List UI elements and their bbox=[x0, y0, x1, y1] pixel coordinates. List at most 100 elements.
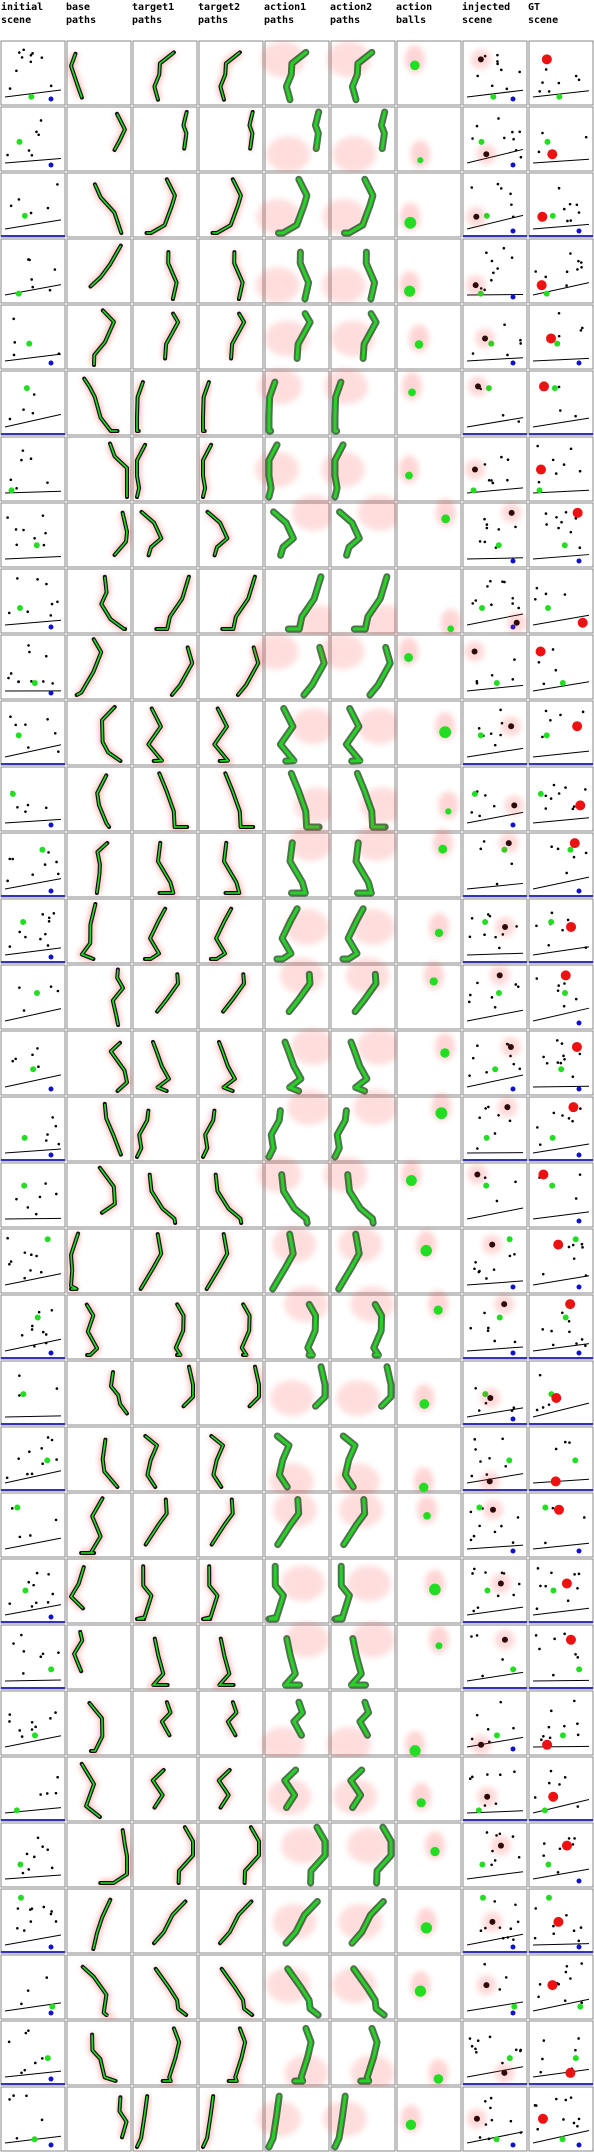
action-ball-heat bbox=[428, 1290, 449, 1319]
path-green bbox=[73, 1631, 84, 1672]
scene-action-ball bbox=[547, 149, 558, 160]
grid-cell-r19-c4 bbox=[198, 1228, 264, 1294]
scene-obstacle bbox=[44, 932, 47, 936]
grid-cell-r5-c3 bbox=[132, 304, 198, 370]
scene-green-ball bbox=[536, 487, 543, 494]
column-headers: initial scene base paths target1 paths t… bbox=[0, 0, 594, 40]
scene-obstacle bbox=[492, 804, 496, 808]
scene-green-ball bbox=[31, 1732, 38, 1739]
path-green bbox=[136, 2095, 148, 2148]
scene-obstacle bbox=[50, 1438, 54, 1442]
grid-cell-r18-c8 bbox=[462, 1162, 528, 1228]
scene-green-ball bbox=[20, 1391, 27, 1398]
scene-green-ball bbox=[493, 680, 500, 687]
scene-obstacle bbox=[481, 1674, 484, 1678]
scene-obstacle bbox=[555, 516, 558, 519]
scene-obstacle bbox=[568, 1441, 571, 1444]
action-red-heat bbox=[354, 825, 399, 862]
cell-frame bbox=[132, 2020, 198, 2086]
grid-cell-r11-c7 bbox=[396, 700, 462, 766]
grid-cell-r4-c8 bbox=[462, 238, 528, 304]
cell-frame bbox=[0, 370, 66, 436]
scene-obstacle bbox=[551, 648, 555, 651]
grid-cell-r29-c7 bbox=[396, 1888, 462, 1954]
scene-obstacle bbox=[544, 68, 548, 71]
grid-cell-r11-c9 bbox=[528, 700, 594, 766]
scene-obstacle bbox=[497, 1114, 500, 1117]
grid-cell-r30-c2 bbox=[66, 1954, 132, 2020]
scene-obstacle bbox=[567, 1117, 571, 1120]
scene-obstacle bbox=[495, 882, 499, 886]
grid-cell-r3-c2 bbox=[66, 172, 132, 238]
scene-obstacle bbox=[29, 457, 33, 460]
path-green bbox=[148, 1174, 176, 1224]
grid-cell-r20-c3 bbox=[132, 1294, 198, 1360]
scene-obstacle bbox=[468, 1074, 471, 1077]
scene-line bbox=[4, 619, 62, 626]
scene-obstacle bbox=[35, 130, 38, 134]
scene-obstacle bbox=[541, 1406, 545, 1409]
grid-cell-r22-c1 bbox=[0, 1426, 66, 1492]
scene-blue-ball bbox=[48, 822, 54, 828]
grid-cell-r12-c5 bbox=[264, 766, 339, 832]
scene-obstacle bbox=[564, 786, 567, 789]
action-ball bbox=[405, 2119, 417, 2131]
action-green-path bbox=[344, 707, 363, 763]
scene-obstacle bbox=[49, 614, 53, 617]
scene-obstacle bbox=[7, 2040, 11, 2044]
grid-cell-r17-c6 bbox=[330, 1089, 398, 1162]
scene-obstacle bbox=[538, 1647, 541, 1651]
scene-obstacle bbox=[42, 680, 45, 683]
scene-obstacle bbox=[537, 480, 541, 484]
action-green-path bbox=[352, 1967, 386, 2017]
grid-cell-r22-c4 bbox=[198, 1426, 264, 1492]
grid-cell-r32-c8 bbox=[462, 2086, 528, 2152]
scene-obstacle bbox=[499, 708, 502, 712]
scene-obstacle bbox=[47, 851, 50, 854]
scene-green-ball bbox=[577, 2003, 584, 2010]
scene-obstacle bbox=[42, 1905, 46, 1909]
scene-obstacle bbox=[26, 1472, 29, 1476]
action-green-path bbox=[275, 1434, 291, 1489]
scene-obstacle bbox=[31, 411, 35, 415]
grid-cell-r31-c6 bbox=[330, 2020, 396, 2091]
path-green bbox=[182, 1366, 194, 1407]
scene-obstacle bbox=[485, 523, 489, 526]
action-green-path bbox=[267, 1109, 282, 1159]
scene-obstacle bbox=[21, 449, 25, 452]
scene-obstacle bbox=[22, 528, 25, 532]
scene-red-heat bbox=[466, 2108, 487, 2129]
grid-cell-r14-c7 bbox=[396, 898, 462, 964]
scene-obstacle bbox=[514, 1903, 517, 1907]
scene-obstacle bbox=[535, 1607, 539, 1611]
scene-line bbox=[466, 89, 524, 98]
scene-line bbox=[4, 284, 62, 296]
scene-line bbox=[532, 1943, 590, 1946]
scene-line bbox=[532, 1478, 590, 1484]
scene-red-heat bbox=[466, 206, 487, 227]
scene-obstacle bbox=[558, 1783, 561, 1786]
scene-obstacle bbox=[27, 1580, 31, 1584]
grid-cell-r22-c5 bbox=[264, 1426, 330, 1500]
scene-obstacle bbox=[557, 311, 561, 315]
scene-obstacle bbox=[470, 1474, 474, 1478]
action-green-path bbox=[282, 1637, 302, 1687]
scene-action-ball bbox=[553, 1916, 564, 1927]
grid-cell-r3-c3 bbox=[132, 172, 198, 238]
scene-action-ball bbox=[561, 1840, 572, 1851]
grid-cell-r15-c8 bbox=[462, 964, 528, 1030]
grid-cell-r20-c8 bbox=[462, 1294, 528, 1360]
grid-cell-r23-c1 bbox=[0, 1492, 66, 1558]
scene-red-heat bbox=[464, 459, 485, 480]
action-ball-heat bbox=[435, 498, 456, 527]
scene-line bbox=[532, 1211, 590, 1220]
scene-obstacle bbox=[580, 1242, 584, 1246]
scene-obstacle bbox=[516, 985, 520, 988]
scene-obstacle bbox=[47, 916, 51, 920]
scene-obstacle bbox=[54, 1124, 58, 1128]
scene-obstacle bbox=[56, 872, 60, 876]
scene-obstacle bbox=[544, 807, 548, 810]
scene-obstacle bbox=[470, 186, 474, 189]
column-title-target2-paths: target2 paths bbox=[198, 2, 241, 26]
grid-cell-r20-c4 bbox=[198, 1294, 264, 1360]
